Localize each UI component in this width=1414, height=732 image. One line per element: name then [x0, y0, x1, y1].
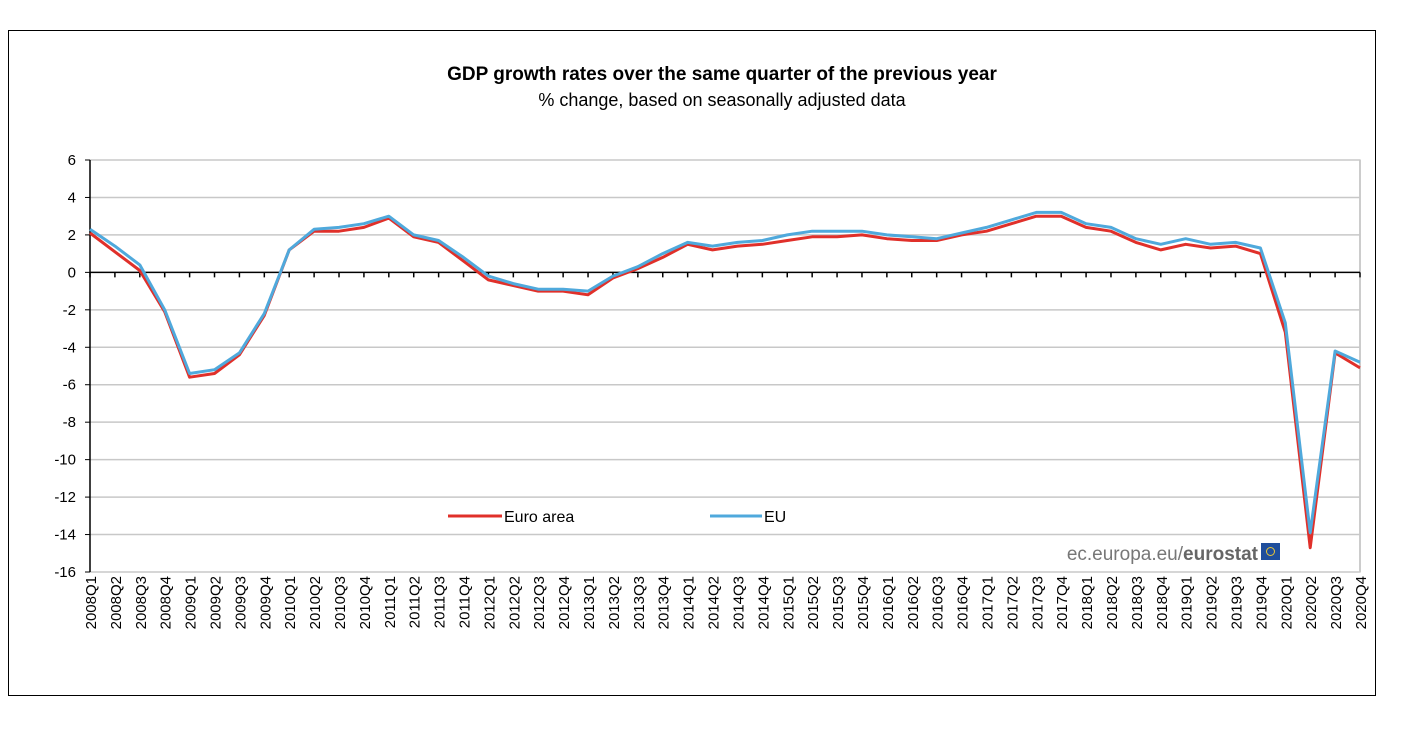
- x-tick-label: 2011Q2: [407, 576, 424, 628]
- x-tick-label: 2009Q4: [257, 576, 274, 629]
- plot-area: [89, 159, 1361, 573]
- y-tick-label: -4: [63, 339, 76, 356]
- x-tick-label: 2014Q1: [681, 576, 698, 629]
- x-tick-label: 2020Q3: [1328, 576, 1345, 629]
- x-tick-label: 2017Q3: [1029, 576, 1046, 629]
- svg-text:ec.europa.eu/eurostat: ec.europa.eu/eurostat: [1067, 544, 1259, 565]
- chart-title: GDP growth rates over the same quarter o…: [447, 64, 997, 85]
- watermark-prefix: ec.europa.eu/: [1067, 544, 1184, 565]
- x-tick-label: 2012Q3: [531, 576, 548, 629]
- x-tick-label: 2020Q2: [1303, 576, 1320, 629]
- eu-flag-stars-icon: [1266, 547, 1275, 556]
- y-tick-label: -6: [63, 377, 76, 394]
- y-tick-label: -12: [54, 489, 76, 506]
- y-tick-label: -2: [63, 302, 76, 319]
- legend: Euro area EU: [448, 509, 786, 526]
- eu-flag-icon: [1261, 543, 1280, 560]
- x-tick-label: 2018Q4: [1154, 576, 1171, 629]
- y-tick-label: -8: [63, 414, 76, 431]
- x-tick-label: 2015Q1: [780, 576, 797, 629]
- chart-subtitle: % change, based on seasonally adjusted d…: [538, 90, 906, 110]
- x-tick-label: 2013Q4: [656, 576, 673, 629]
- x-tick-label: 2019Q4: [1253, 576, 1270, 629]
- legend-label-eu: EU: [764, 509, 786, 526]
- x-tick-label: 2009Q2: [208, 576, 225, 629]
- x-tick-label: 2016Q1: [880, 576, 897, 629]
- x-tick-label: 2011Q4: [457, 576, 474, 628]
- x-tick-label: 2017Q2: [1004, 576, 1021, 629]
- x-tick-label: 2013Q3: [631, 576, 648, 629]
- x-tick-label: 2014Q3: [730, 576, 747, 629]
- watermark-brand: eurostat: [1183, 544, 1259, 565]
- x-tick-label: 2019Q2: [1204, 576, 1221, 629]
- y-tick-label: -10: [54, 452, 76, 469]
- x-tick-label: 2013Q1: [581, 576, 598, 629]
- x-tick-label: 2010Q4: [357, 576, 374, 629]
- y-tick-label: 4: [68, 189, 76, 206]
- x-tick-label: 2020Q4: [1353, 576, 1370, 629]
- x-tick-label: 2008Q3: [133, 576, 150, 629]
- x-tick-label: 2012Q1: [481, 576, 498, 629]
- x-tick-label: 2015Q3: [830, 576, 847, 629]
- x-tick-label: 2013Q2: [606, 576, 623, 629]
- x-tick-label: 2010Q2: [307, 576, 324, 629]
- x-tick-label: 2011Q3: [432, 576, 449, 628]
- x-tick-label: 2015Q4: [855, 576, 872, 629]
- legend-label-euro-area: Euro area: [504, 509, 574, 526]
- x-tick-label: 2010Q3: [332, 576, 349, 629]
- x-tick-label: 2008Q1: [83, 576, 100, 629]
- x-tick-label: 2014Q4: [755, 576, 772, 629]
- y-tick-label: -14: [54, 527, 76, 544]
- y-tick-label: 6: [68, 152, 76, 169]
- x-tick-label: 2018Q3: [1129, 576, 1146, 629]
- chart-frame: [8, 30, 1376, 696]
- y-tick-label: 0: [68, 264, 76, 281]
- x-tick-label: 2019Q3: [1228, 576, 1245, 629]
- x-tick-label: 2012Q4: [556, 576, 573, 629]
- eurostat-watermark: ec.europa.eu/eurostat: [1067, 543, 1280, 565]
- x-tick-label: 2009Q1: [183, 576, 200, 629]
- x-tick-label: 2012Q2: [506, 576, 523, 629]
- x-tick-label: 2016Q3: [930, 576, 947, 629]
- x-tick-label: 2008Q2: [108, 576, 125, 629]
- y-tick-label: 2: [68, 227, 76, 244]
- x-tick-label: 2019Q1: [1179, 576, 1196, 629]
- x-tick-label: 2014Q2: [706, 576, 723, 629]
- y-tick-label: -16: [54, 564, 76, 581]
- x-tick-label: 2020Q1: [1278, 576, 1295, 629]
- x-tick-label: 2010Q1: [282, 576, 299, 629]
- x-tick-label: 2018Q1: [1079, 576, 1096, 629]
- x-tick-label: 2016Q2: [905, 576, 922, 629]
- x-tick-label: 2016Q4: [955, 576, 972, 629]
- series-line-euro-area: [89, 214, 1361, 550]
- x-tick-label: 2017Q4: [1054, 576, 1071, 629]
- x-tick-label: 2017Q1: [979, 576, 996, 629]
- x-tick-label: 2018Q2: [1104, 576, 1121, 629]
- series-line-eu: [89, 210, 1361, 535]
- x-tick-label: 2009Q3: [232, 576, 249, 629]
- x-tick-label: 2011Q1: [382, 576, 399, 628]
- x-tick-label: 2008Q4: [158, 576, 175, 629]
- x-tick-label: 2015Q2: [805, 576, 822, 629]
